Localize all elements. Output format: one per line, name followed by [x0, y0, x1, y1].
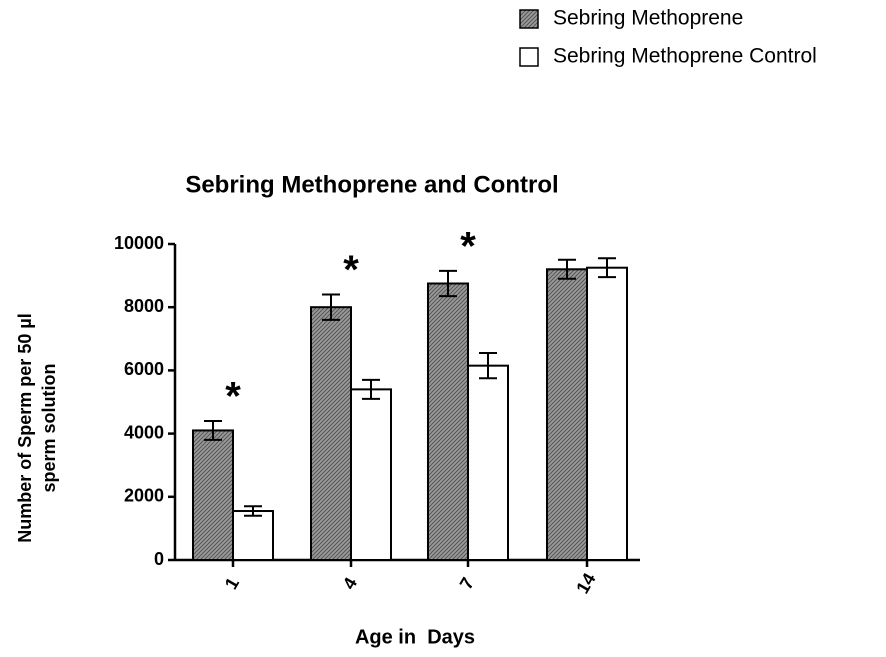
bar — [467, 364, 509, 561]
x-tick-label: 1 — [221, 574, 243, 593]
y-tick-label: 2000 — [124, 486, 164, 506]
bar — [232, 510, 274, 561]
legend-swatch — [519, 47, 539, 67]
y-tick-label: 8000 — [124, 296, 164, 316]
y-tick-label: 0 — [154, 549, 164, 569]
bar — [350, 388, 392, 561]
y-axis-label: sperm solution — [39, 363, 59, 492]
significance-marker: * — [225, 375, 241, 419]
x-tick-label: 7 — [456, 574, 478, 593]
legend-label: Sebring Methoprene Control — [553, 45, 817, 68]
y-tick-label: 6000 — [124, 359, 164, 379]
x-axis-label: Age in Days — [355, 626, 475, 648]
legend-swatch — [519, 9, 539, 29]
bar — [427, 282, 469, 561]
y-tick-label: 4000 — [124, 422, 164, 442]
bar — [192, 429, 234, 561]
bar — [586, 266, 628, 561]
bar — [546, 268, 588, 561]
chart-title: Sebring Methoprene and Control — [185, 171, 558, 198]
significance-marker: * — [460, 224, 476, 268]
y-tick-label: 10000 — [114, 233, 164, 253]
significance-marker: * — [343, 248, 359, 292]
legend-label: Sebring Methoprene — [553, 7, 743, 30]
x-tick-label: 14 — [572, 570, 599, 597]
bar — [310, 306, 352, 562]
x-tick-label: 4 — [339, 574, 361, 593]
y-axis-label: Number of Sperm per 50 µl — [15, 313, 35, 542]
